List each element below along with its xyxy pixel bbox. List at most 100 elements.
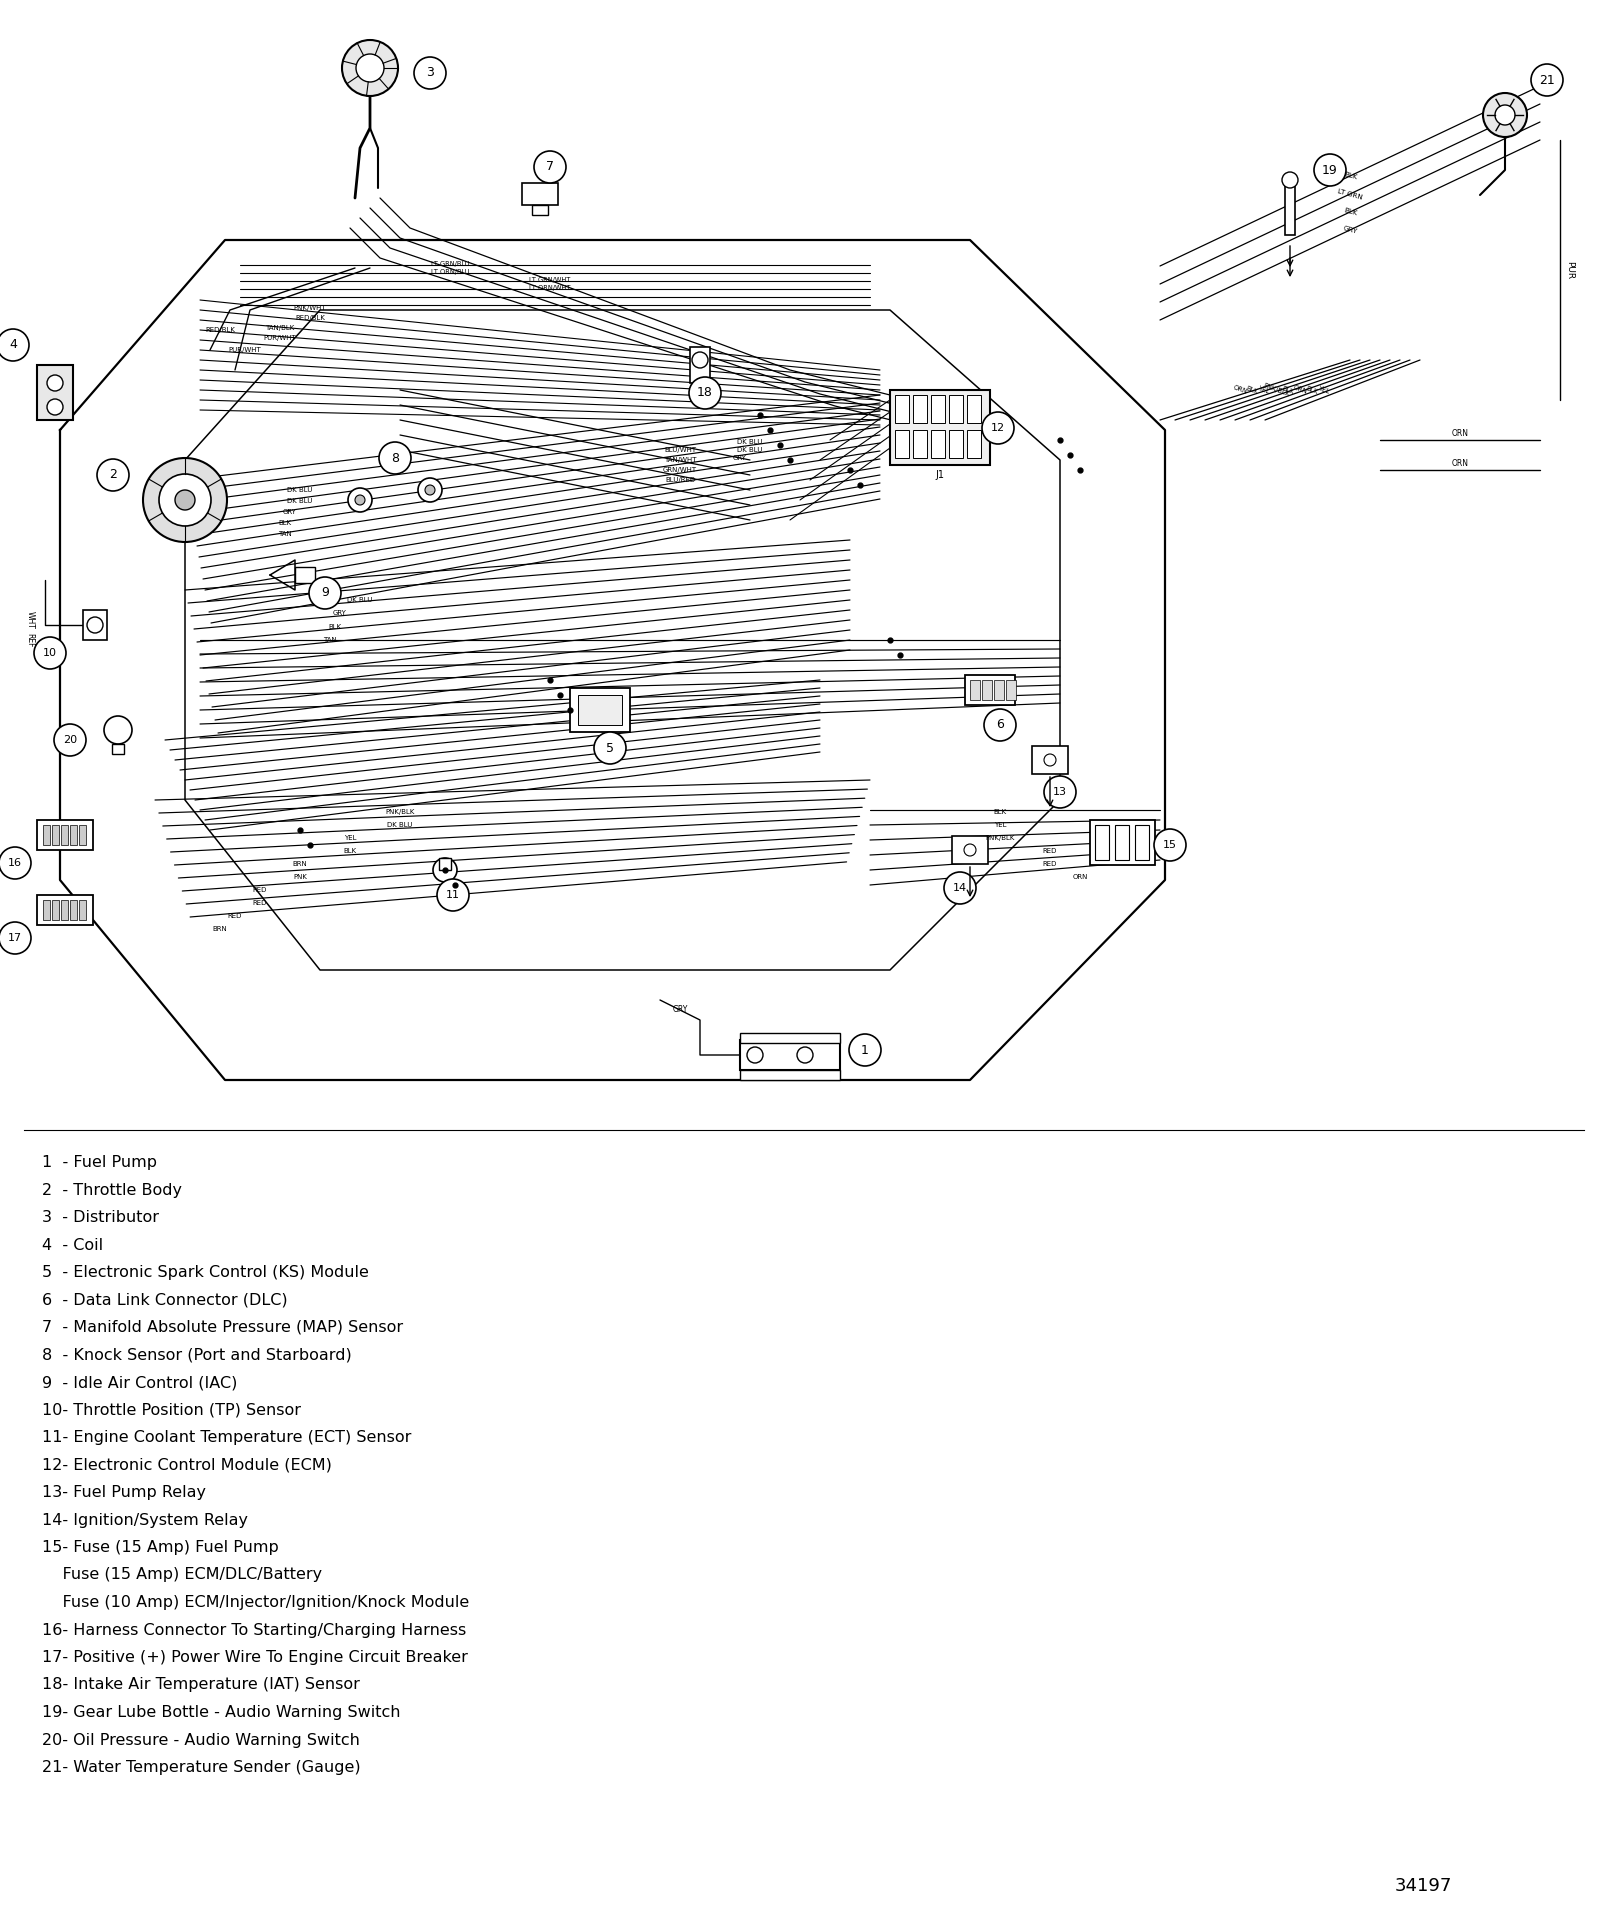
Circle shape <box>1043 753 1056 767</box>
Circle shape <box>1154 828 1186 861</box>
Text: TAN: TAN <box>323 638 338 643</box>
Circle shape <box>594 732 626 765</box>
Text: 9  - Idle Air Control (IAC): 9 - Idle Air Control (IAC) <box>42 1375 237 1391</box>
Circle shape <box>104 716 131 743</box>
Circle shape <box>142 458 227 541</box>
Circle shape <box>379 441 411 474</box>
Text: RED: RED <box>253 888 267 894</box>
Bar <box>994 680 1005 699</box>
Bar <box>952 836 989 865</box>
Bar <box>1134 824 1149 861</box>
Circle shape <box>418 478 442 503</box>
Text: 11: 11 <box>446 890 461 899</box>
Text: 4  - Coil: 4 - Coil <box>42 1238 102 1252</box>
Bar <box>739 1032 840 1044</box>
Text: 6  - Data Link Connector (DLC): 6 - Data Link Connector (DLC) <box>42 1292 288 1308</box>
Text: 20: 20 <box>62 736 77 745</box>
Text: 12: 12 <box>990 424 1005 433</box>
Circle shape <box>0 847 30 878</box>
Bar <box>1094 824 1109 861</box>
Bar <box>966 429 981 458</box>
Text: 10: 10 <box>43 647 58 659</box>
Text: YEL: YEL <box>1317 385 1331 395</box>
Circle shape <box>174 489 195 510</box>
Text: BLK: BLK <box>994 809 1006 815</box>
Text: PUR: PUR <box>1565 260 1574 279</box>
Bar <box>931 429 946 458</box>
Bar <box>1285 179 1294 235</box>
Text: BRN: BRN <box>293 861 307 867</box>
Bar <box>61 899 67 921</box>
Bar <box>78 899 86 921</box>
Text: PNK/WHT: PNK/WHT <box>294 304 326 310</box>
Text: 12- Electronic Control Module (ECM): 12- Electronic Control Module (ECM) <box>42 1458 331 1473</box>
Text: PUR/WHT: PUR/WHT <box>229 347 261 352</box>
Text: ORN: ORN <box>1232 385 1248 395</box>
Text: ORN: ORN <box>1451 428 1469 437</box>
Text: 11- Engine Coolant Temperature (ECT) Sensor: 11- Engine Coolant Temperature (ECT) Sen… <box>42 1429 411 1444</box>
Text: BLK: BLK <box>1282 385 1294 395</box>
Text: PNK/BLK: PNK/BLK <box>386 809 414 815</box>
Text: GRY: GRY <box>333 611 347 616</box>
Circle shape <box>0 329 29 360</box>
Circle shape <box>86 616 102 634</box>
Text: 10- Throttle Position (TP) Sensor: 10- Throttle Position (TP) Sensor <box>42 1402 301 1418</box>
Text: 17: 17 <box>8 932 22 944</box>
Bar <box>914 429 926 458</box>
Text: 4: 4 <box>10 339 18 352</box>
Bar <box>531 204 547 216</box>
Circle shape <box>342 40 398 96</box>
Bar <box>894 429 909 458</box>
Text: RED/BLK: RED/BLK <box>294 316 325 322</box>
Text: LT ORN/BLU: LT ORN/BLU <box>430 270 469 275</box>
Circle shape <box>797 1048 813 1063</box>
Text: BLU/RED: BLU/RED <box>666 478 694 483</box>
Text: 1: 1 <box>861 1044 869 1057</box>
Bar <box>294 566 315 584</box>
Text: 21- Water Temperature Sender (Gauge): 21- Water Temperature Sender (Gauge) <box>42 1760 360 1776</box>
Text: 7: 7 <box>546 160 554 173</box>
Circle shape <box>984 709 1016 742</box>
Text: RED/BLK: RED/BLK <box>205 327 235 333</box>
Text: 5: 5 <box>606 742 614 755</box>
Text: RED: RED <box>253 899 267 905</box>
Text: GRY: GRY <box>283 508 298 514</box>
Bar <box>970 680 979 699</box>
Bar <box>982 680 992 699</box>
Bar <box>78 824 86 846</box>
Text: PUR/WHT: PUR/WHT <box>264 335 296 341</box>
Text: ORN: ORN <box>1451 458 1469 468</box>
Text: ORN: ORN <box>1072 874 1088 880</box>
Text: 13: 13 <box>1053 788 1067 797</box>
Text: WHT: WHT <box>26 611 35 630</box>
Bar <box>739 1040 840 1071</box>
Bar <box>37 896 93 924</box>
Bar <box>1006 680 1016 699</box>
Text: DK BLU: DK BLU <box>387 822 413 828</box>
Bar <box>37 820 93 849</box>
Bar <box>1032 745 1069 774</box>
Bar <box>51 899 59 921</box>
Bar <box>43 824 50 846</box>
Text: DK BLU: DK BLU <box>738 447 763 453</box>
Text: J1: J1 <box>936 470 944 480</box>
Text: ORN: ORN <box>1293 385 1307 395</box>
Text: TAN/WHT: TAN/WHT <box>664 456 696 462</box>
Circle shape <box>1314 154 1346 187</box>
Circle shape <box>437 878 469 911</box>
Text: BLK: BLK <box>1342 208 1357 218</box>
Circle shape <box>1531 64 1563 96</box>
Text: 14: 14 <box>954 882 966 894</box>
Circle shape <box>34 638 66 668</box>
Circle shape <box>1282 171 1298 189</box>
Text: 15: 15 <box>1163 840 1178 849</box>
Bar <box>61 824 67 846</box>
Text: PNK/BLK: PNK/BLK <box>986 836 1014 842</box>
Text: 17- Positive (+) Power Wire To Engine Circuit Breaker: 17- Positive (+) Power Wire To Engine Ci… <box>42 1651 467 1664</box>
Circle shape <box>963 844 976 855</box>
Bar <box>51 824 59 846</box>
Text: LT ORN/WHT: LT ORN/WHT <box>530 285 571 291</box>
Circle shape <box>426 485 435 495</box>
Text: DK BLU: DK BLU <box>347 597 373 603</box>
Text: PNK/BLK: PNK/BLK <box>1262 383 1290 397</box>
